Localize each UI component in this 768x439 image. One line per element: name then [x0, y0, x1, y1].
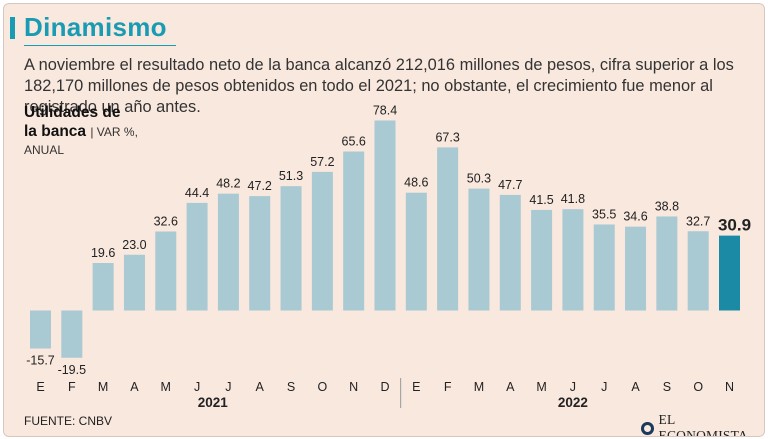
- title-accent-bar: [10, 17, 15, 39]
- bar-3: [123, 254, 145, 311]
- bar-12: [405, 192, 427, 311]
- value-label-17: 41.8: [561, 192, 585, 206]
- value-label-20: 38.8: [655, 199, 679, 213]
- bar-6: [217, 193, 239, 311]
- brand-logo-icon: [641, 421, 654, 435]
- value-label-1: -19.5: [58, 363, 87, 377]
- bar-1: [61, 310, 83, 358]
- x-tick-label-7: A: [256, 380, 265, 394]
- x-tick-label-8: S: [287, 380, 295, 394]
- value-label-13: 67.3: [435, 130, 459, 144]
- year-label-0: 2021: [198, 395, 229, 410]
- bar-4: [155, 231, 177, 311]
- x-tick-label-11: D: [380, 380, 389, 394]
- bar-7: [249, 196, 271, 311]
- value-label-15: 47.7: [498, 178, 522, 192]
- bar-18: [593, 224, 615, 311]
- chart-unit-separator: |: [90, 125, 97, 139]
- value-label-12: 48.6: [404, 176, 428, 190]
- chart-unit-line1: VAR %,: [96, 125, 138, 139]
- value-label-8: 51.3: [279, 169, 303, 183]
- value-label-9: 57.2: [310, 155, 334, 169]
- x-tick-label-5: J: [194, 380, 200, 394]
- value-label-16: 41.5: [529, 193, 553, 207]
- bar-5: [186, 202, 208, 311]
- x-tick-label-12: E: [412, 380, 420, 394]
- value-label-22: 30.9: [718, 216, 751, 235]
- x-tick-label-20: S: [663, 380, 671, 394]
- bar-22: [719, 235, 740, 311]
- bar-20: [656, 216, 678, 311]
- value-label-21: 32.7: [686, 214, 710, 228]
- value-label-11: 78.4: [373, 104, 397, 118]
- x-tick-label-2: M: [98, 380, 108, 394]
- x-tick-label-19: A: [631, 380, 640, 394]
- year-label-1: 2022: [558, 395, 588, 410]
- x-tick-label-16: M: [536, 380, 546, 394]
- value-label-18: 35.5: [592, 207, 616, 221]
- value-label-6: 48.2: [216, 177, 240, 191]
- value-label-7: 47.2: [248, 179, 272, 193]
- x-tick-label-18: J: [601, 380, 607, 394]
- chart-heading-line1: Utilidades de: [24, 104, 121, 121]
- value-label-10: 65.6: [342, 135, 366, 149]
- x-tick-label-21: O: [693, 380, 703, 394]
- page-title: Dinamismo: [24, 12, 167, 42]
- bar-8: [280, 186, 302, 311]
- bar-17: [562, 209, 584, 311]
- bar-15: [499, 194, 521, 311]
- x-tick-label-14: M: [474, 380, 484, 394]
- value-label-0: -15.7: [26, 354, 55, 368]
- x-tick-label-4: M: [161, 380, 171, 394]
- x-tick-label-0: E: [36, 380, 44, 394]
- chart-heading-line2: la banca: [24, 123, 87, 140]
- bar-16: [531, 209, 553, 311]
- x-tick-label-6: J: [225, 380, 231, 394]
- chart-card: Dinamismo A noviembre el resultado neto …: [3, 3, 765, 437]
- bar-21: [687, 231, 709, 311]
- value-label-19: 34.6: [623, 210, 647, 224]
- value-label-5: 44.4: [185, 186, 209, 200]
- x-tick-label-1: F: [68, 380, 76, 394]
- value-label-14: 50.3: [467, 172, 491, 186]
- brand-name: EL ECONOMISTA: [658, 412, 748, 437]
- bar-13: [437, 147, 459, 311]
- x-tick-label-15: A: [506, 380, 515, 394]
- bar-0: [30, 310, 51, 349]
- bar-2: [92, 263, 114, 311]
- title-underline: [24, 45, 176, 46]
- x-tick-label-13: F: [444, 380, 452, 394]
- value-label-2: 19.6: [91, 246, 115, 260]
- chart-unit-line2: ANUAL: [24, 143, 65, 157]
- bar-9: [311, 171, 333, 311]
- value-label-4: 32.6: [154, 214, 178, 228]
- x-tick-label-3: A: [130, 380, 139, 394]
- bar-14: [468, 188, 490, 311]
- bar-19: [625, 226, 647, 311]
- x-tick-label-17: J: [570, 380, 576, 394]
- publisher-brand: EL ECONOMISTA: [641, 412, 764, 437]
- page-subtitle: A noviembre el resultado neto de la banc…: [24, 56, 734, 116]
- bar-11: [374, 120, 396, 311]
- x-tick-label-10: N: [349, 380, 358, 394]
- x-tick-label-9: O: [317, 380, 327, 394]
- source-note: FUENTE: CNBV: [24, 414, 113, 428]
- value-label-3: 23.0: [122, 238, 146, 252]
- bar-10: [343, 151, 365, 311]
- x-tick-label-22: N: [725, 380, 734, 394]
- chart-heading: Utilidades de la banca | VAR %,: [24, 103, 138, 142]
